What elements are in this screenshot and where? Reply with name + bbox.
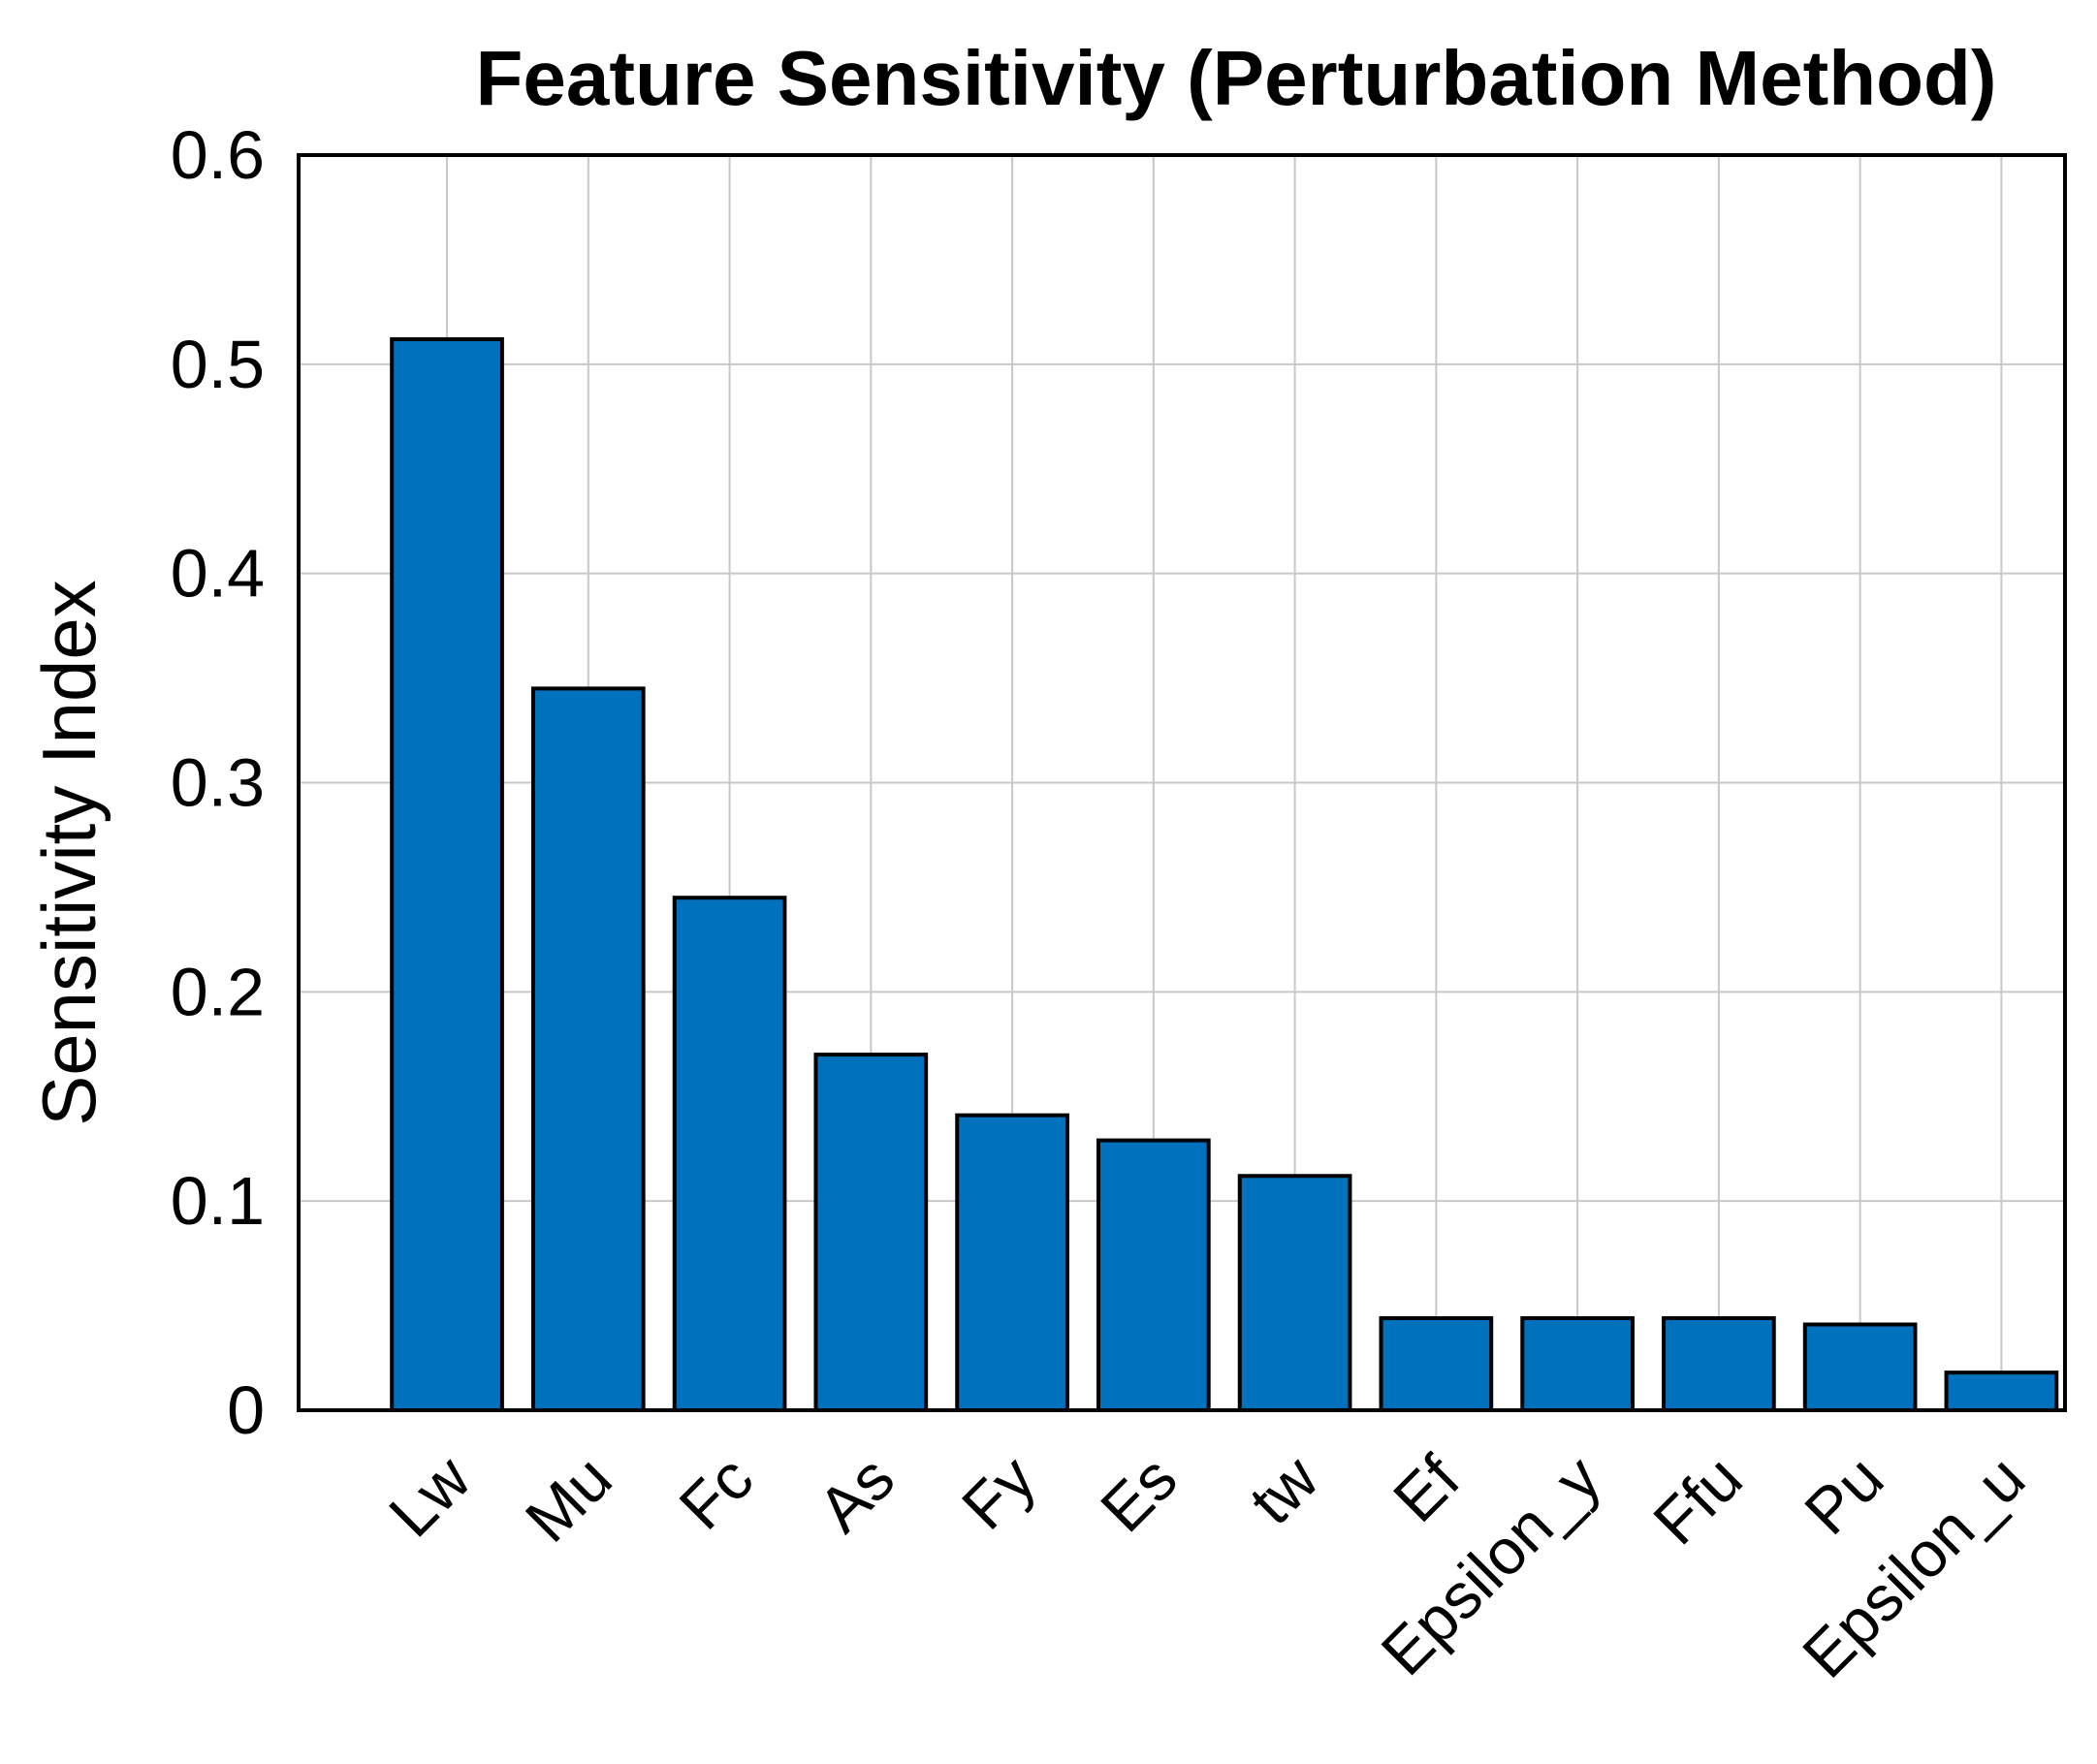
x-tick-label: Fy	[948, 1442, 1049, 1543]
x-tick-label: Pu	[1791, 1442, 1896, 1548]
x-tick-label: Mu	[512, 1442, 625, 1556]
bar-fy	[955, 1113, 1069, 1413]
bar-lw	[390, 336, 504, 1412]
y-tick-label: 0.4	[171, 536, 265, 612]
y-tick-label: 0.1	[171, 1163, 265, 1239]
y-tick-label: 0.5	[171, 327, 265, 402]
y-tick-labels: 0 0.1 0.2 0.3 0.4 0.5 0.6	[171, 117, 265, 1448]
bar-epsilon-y	[1520, 1316, 1635, 1412]
y-axis-label: Sensitivity Index	[26, 580, 111, 1126]
chart-title: Feature Sensitivity (Perturbation Method…	[475, 35, 1996, 121]
bar-mu	[530, 686, 646, 1412]
bar-as	[813, 1053, 929, 1413]
bar-epsilon-u	[1944, 1370, 2059, 1413]
bar-pu	[1802, 1322, 1918, 1412]
y-tick-label: 0	[227, 1372, 265, 1448]
x-tick-label: As	[804, 1442, 907, 1546]
plot-frame	[297, 153, 2067, 1412]
y-tick-label: 0.6	[171, 117, 265, 193]
bar-fc	[672, 896, 787, 1412]
x-tick-label: Fc	[665, 1442, 766, 1543]
x-tick-label: Ffu	[1639, 1442, 1756, 1559]
bar-ffu	[1662, 1316, 1776, 1412]
x-tick-label: Es	[1087, 1442, 1191, 1546]
x-tick-label: Lw	[375, 1441, 484, 1550]
y-tick-label: 0.2	[171, 954, 265, 1029]
x-tick-label: tw	[1236, 1441, 1332, 1537]
bars	[390, 336, 2059, 1413]
bar-es	[1096, 1138, 1211, 1412]
y-tick-label: 0.3	[171, 745, 265, 821]
bar-tw	[1237, 1174, 1352, 1413]
bar-ef	[1379, 1316, 1494, 1412]
x-tick-label: Ef	[1380, 1441, 1474, 1535]
